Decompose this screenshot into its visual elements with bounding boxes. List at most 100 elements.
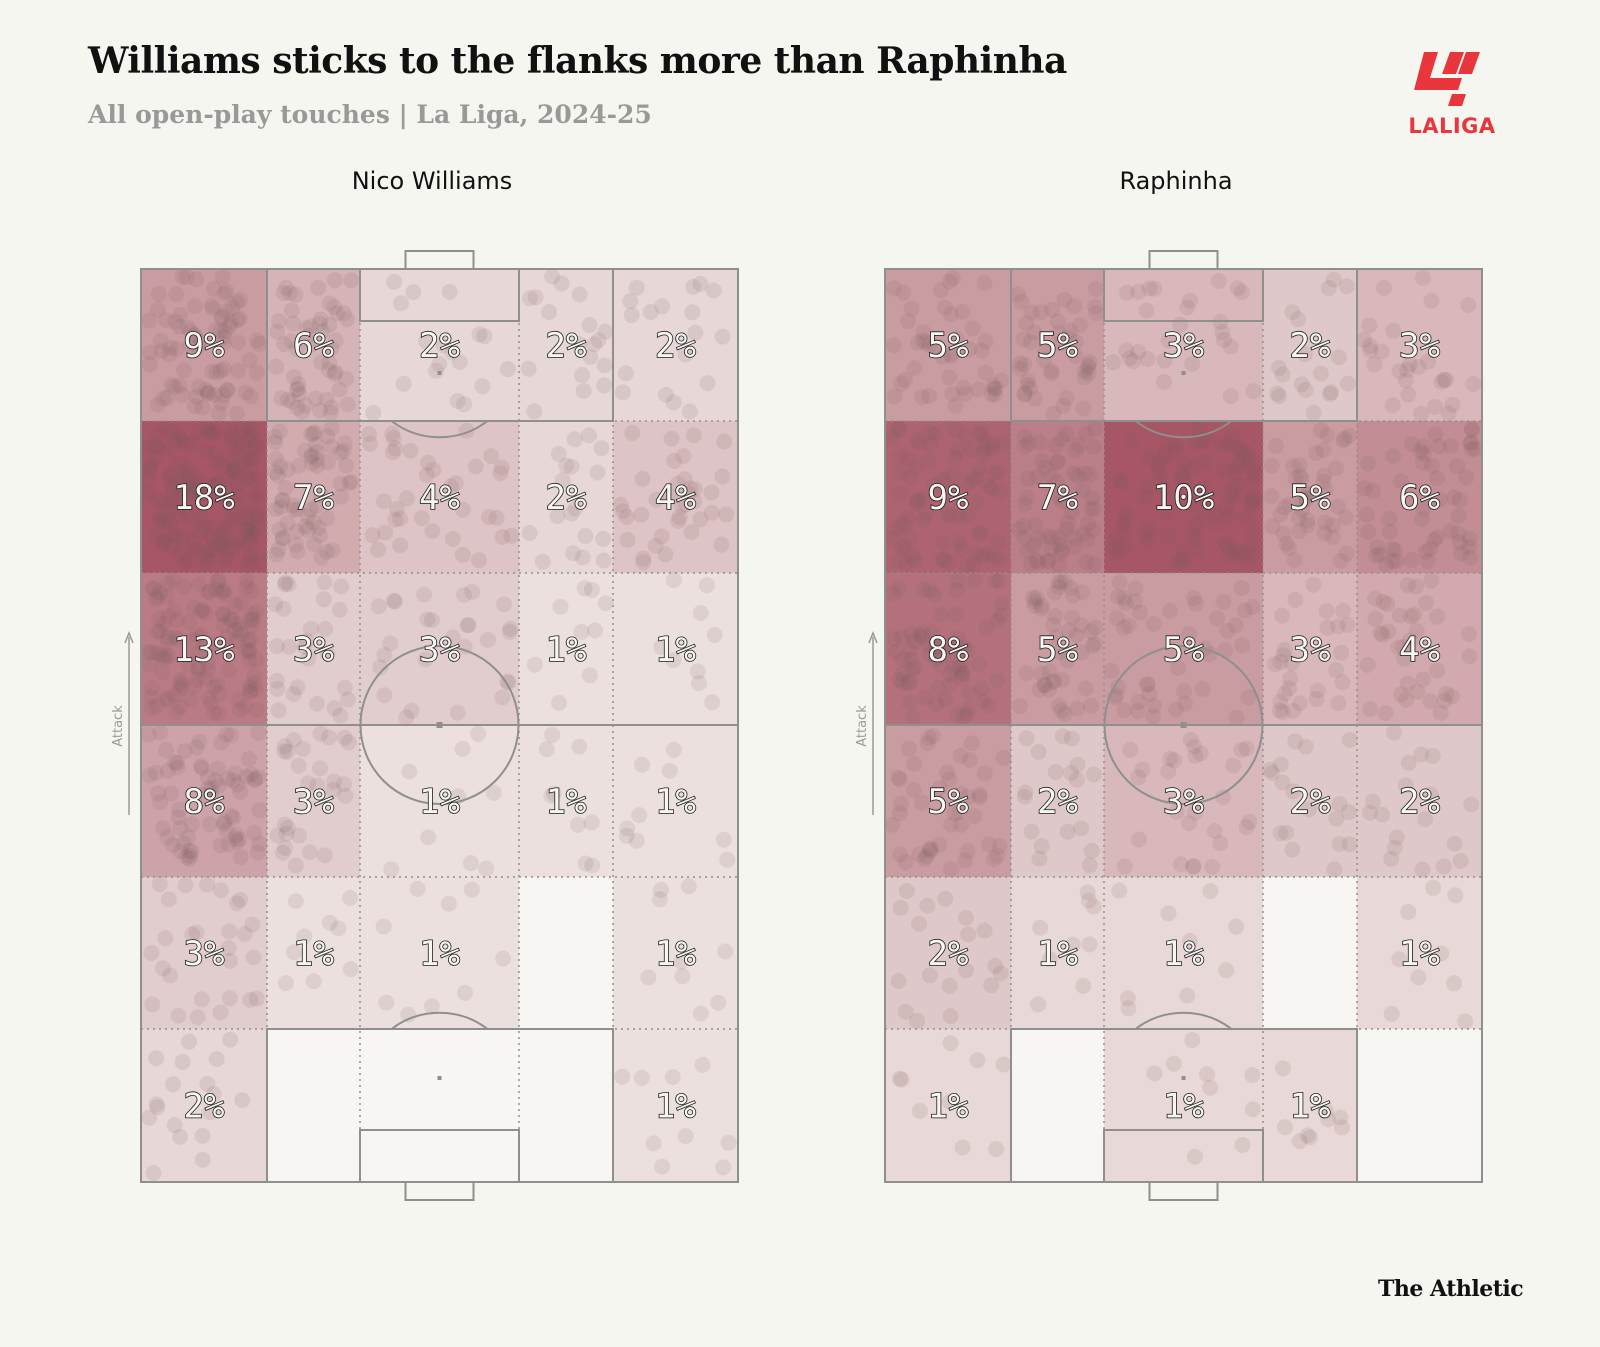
touch-dot: [1296, 490, 1313, 507]
touch-dot: [220, 940, 237, 957]
touch-dot: [1049, 313, 1066, 330]
touch-dot: [895, 284, 912, 301]
touch-dot: [1317, 482, 1334, 498]
touch-dot: [587, 622, 603, 639]
touch-dot: [664, 1069, 681, 1086]
touch-dot: [1088, 280, 1105, 297]
touch-dot: [1335, 602, 1352, 619]
touch-dot: [635, 550, 652, 567]
touch-dot: [162, 516, 179, 533]
touch-dot: [216, 586, 233, 603]
touch-dot: [162, 967, 179, 984]
touch-dot: [217, 323, 234, 340]
touch-dot: [276, 743, 293, 760]
touch-dot: [1015, 331, 1032, 348]
touch-dot: [268, 672, 285, 689]
touch-dot: [589, 464, 606, 481]
touch-dot: [1409, 683, 1426, 700]
touch-dot: [1076, 363, 1093, 380]
touch-dot: [692, 1005, 709, 1022]
touch-dot: [276, 816, 293, 833]
touch-dot: [906, 755, 923, 772]
touch-dot: [978, 545, 995, 562]
touch-dot: [1080, 357, 1097, 374]
touch-dot: [902, 469, 919, 486]
touch-dot: [914, 624, 931, 641]
touch-dot: [194, 399, 211, 416]
touch-dot: [683, 524, 700, 540]
touch-dot: [896, 516, 913, 533]
touch-dot: [1144, 708, 1161, 725]
touch-dot: [213, 458, 230, 475]
touch-dot: [270, 313, 287, 329]
touch-dot: [148, 697, 165, 714]
touch-dot: [1315, 441, 1332, 458]
touch-dot: [894, 629, 911, 646]
touch-dot: [172, 674, 189, 691]
touch-dot: [1272, 693, 1289, 710]
touch-dot: [199, 1075, 216, 1092]
touch-dot: [219, 382, 236, 399]
touch-dot: [1174, 465, 1191, 482]
touch-dot: [1241, 452, 1258, 469]
touch-dot: [892, 771, 908, 788]
touch-dot: [1033, 665, 1050, 682]
touch-dot: [1159, 434, 1175, 451]
touch-dot: [1225, 427, 1242, 444]
touch-dot: [628, 279, 645, 296]
touch-dot: [171, 801, 188, 818]
touch-dot: [171, 506, 188, 523]
touch-dot: [303, 426, 320, 443]
touch-dot: [1056, 705, 1073, 722]
touch-dot: [1457, 1013, 1474, 1030]
touch-dot: [326, 366, 343, 382]
touch-dot: [140, 472, 157, 488]
touch-dot: [210, 760, 226, 777]
touch-dot: [342, 889, 358, 906]
touch-dot: [921, 388, 938, 404]
touch-dot: [223, 512, 239, 528]
touch-dot: [1233, 284, 1250, 301]
touch-dot: [1319, 619, 1336, 636]
touch-dot: [633, 1069, 650, 1086]
touch-dot: [950, 508, 967, 525]
touch-dot: [690, 675, 707, 692]
touch-dot: [242, 611, 259, 628]
touch-dot: [1400, 754, 1417, 771]
touch-dot: [676, 471, 693, 488]
touch-dot: [165, 423, 182, 440]
touch-dot: [169, 759, 186, 776]
touch-dot: [384, 444, 401, 461]
touch-dot: [595, 530, 612, 547]
touch-dot: [994, 435, 1011, 452]
touch-dot: [149, 492, 166, 509]
touch-dot: [234, 422, 251, 439]
touch-dot: [929, 639, 946, 656]
touch-dot: [1426, 399, 1443, 415]
touch-dot: [946, 660, 963, 677]
touch-dot: [286, 944, 302, 961]
touch-dot: [322, 404, 339, 421]
touch-dot: [909, 491, 926, 508]
touch-dot: [165, 836, 182, 853]
touch-dot: [204, 528, 221, 545]
touch-dot: [1276, 685, 1293, 702]
touch-dot: [233, 626, 250, 643]
touch-dot: [1461, 539, 1478, 555]
chart-subtitle: All open-play touches | La Liga, 2024-25: [88, 100, 652, 129]
touch-dot: [1388, 829, 1405, 846]
data-label: 1%: [655, 630, 696, 670]
touch-dot: [692, 605, 709, 621]
touch-dot: [1139, 676, 1155, 693]
touch-dot: [1068, 334, 1084, 350]
touch-dot: [1069, 756, 1086, 773]
touch-dot: [1244, 1101, 1261, 1118]
penalty-arc-top: [1134, 420, 1233, 439]
touch-dot: [239, 504, 256, 521]
touch-dot: [1083, 501, 1100, 517]
touch-dot: [1276, 1119, 1293, 1136]
touch-dot: [1361, 804, 1378, 821]
touch-dot: [275, 600, 292, 617]
heat-cell: [360, 269, 519, 421]
touch-dot: [300, 775, 317, 792]
